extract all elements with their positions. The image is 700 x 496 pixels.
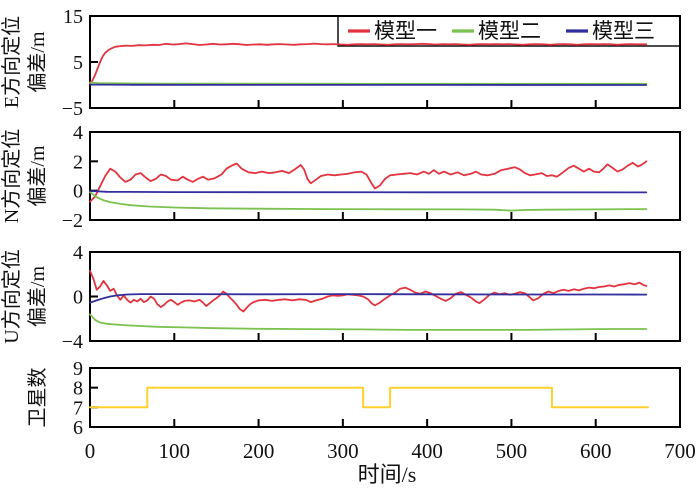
y-tick-label: −5 bbox=[62, 98, 83, 120]
y-tick-label: 4 bbox=[73, 122, 83, 144]
x-axis-title: 时间/s bbox=[358, 462, 417, 487]
x-tick-label: 700 bbox=[664, 439, 696, 463]
y-axis-label: E方向定位 bbox=[0, 16, 23, 108]
y-axis-label: N方向定位 bbox=[0, 129, 23, 223]
y-tick-label: −2 bbox=[62, 210, 83, 232]
series-line-模型一 bbox=[89, 160, 648, 203]
series-line-模型二 bbox=[89, 313, 648, 331]
series-line-模型二 bbox=[89, 191, 648, 212]
x-tick-label: 400 bbox=[411, 439, 443, 463]
series-line-模型三 bbox=[89, 190, 648, 194]
y-tick-label: −4 bbox=[62, 331, 83, 353]
subplot-0: 15 5 −5 E方向定位 偏差/m 模型一 模型二 模型三 bbox=[0, 6, 681, 120]
y-tick-label: 4 bbox=[73, 242, 83, 264]
x-tick-label: 300 bbox=[327, 439, 359, 463]
y-axis-label: 偏差/m bbox=[26, 31, 49, 93]
y-tick-label: 2 bbox=[73, 151, 83, 173]
x-tick-label: 100 bbox=[159, 439, 191, 463]
y-tick-label: 0 bbox=[73, 181, 83, 203]
legend-box bbox=[337, 15, 681, 47]
legend-item-label: 模型一 bbox=[374, 19, 437, 43]
series-line-模型一 bbox=[89, 42, 648, 85]
y-axis-label: 偏差/m bbox=[26, 266, 49, 328]
subplot-2: 4 0 −4 U方向定位 偏差/m bbox=[0, 242, 681, 353]
series-line-卫星数 bbox=[89, 386, 649, 409]
y-axis-label: 卫星数 bbox=[26, 368, 49, 428]
y-tick-label: 7 bbox=[73, 397, 83, 419]
y-axis-label: U方向定位 bbox=[0, 249, 23, 343]
x-tick-label: 0 bbox=[85, 439, 96, 463]
y-tick-label: 15 bbox=[63, 6, 83, 28]
x-tick-label: 200 bbox=[243, 439, 275, 463]
legend-item-label: 模型二 bbox=[478, 19, 541, 43]
series-line-模型一 bbox=[89, 269, 648, 313]
series-line-模型二 bbox=[89, 81, 648, 85]
y-axis-label: 偏差/m bbox=[26, 145, 49, 207]
y-tick-label: 6 bbox=[73, 417, 83, 439]
series-line-模型三 bbox=[89, 293, 648, 304]
axes-frame bbox=[89, 131, 681, 221]
y-tick-label: 5 bbox=[73, 52, 83, 74]
subplot-1: 4 2 0 −2 N方向定位 偏差/m bbox=[0, 122, 681, 232]
x-tick-label: 600 bbox=[580, 439, 612, 463]
axes-frame bbox=[89, 367, 681, 428]
legend-item-label: 模型三 bbox=[592, 19, 655, 43]
y-tick-label: 8 bbox=[73, 378, 83, 400]
y-tick-label: 0 bbox=[73, 287, 83, 309]
y-tick-label: 9 bbox=[73, 358, 83, 380]
x-tick-label: 500 bbox=[496, 439, 528, 463]
